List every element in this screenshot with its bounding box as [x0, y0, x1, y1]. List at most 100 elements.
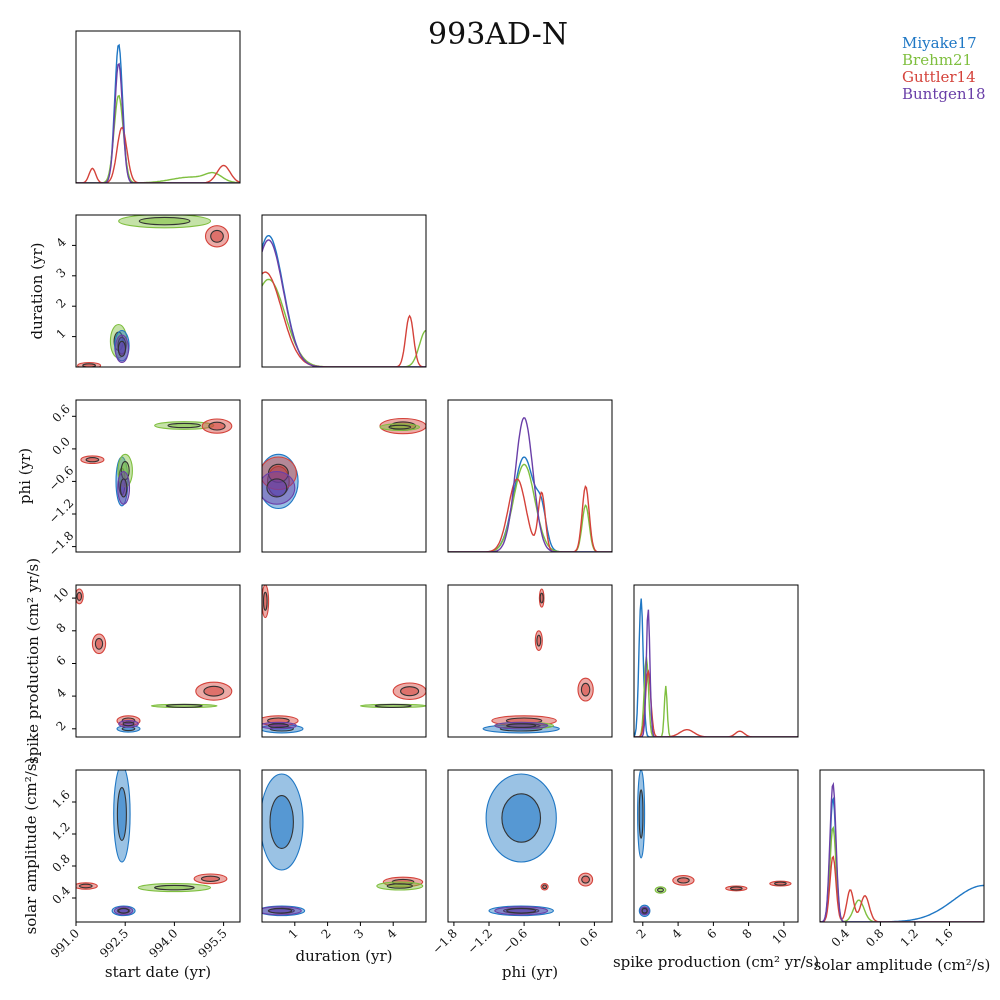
- legend-entry-brehm21: Brehm21: [902, 51, 972, 69]
- marginal-curve-guttler14: [262, 271, 426, 367]
- panel-frame-3-3: [633, 584, 799, 738]
- contour-region-buntgen18-inner: [641, 908, 648, 914]
- y-tick-label-solar: 0.4: [49, 883, 73, 907]
- x-tick-label-phi: −1.8: [430, 926, 461, 957]
- contour-region-guttler14-inner: [85, 457, 100, 463]
- y-tick-label-spike: 6: [54, 653, 69, 668]
- panel-frame-4-0: [75, 769, 241, 923]
- panel-frame-2-0: [75, 399, 241, 553]
- marginal-curve-miyake17: [262, 235, 426, 367]
- marginal-curve-buntgen18: [634, 609, 798, 737]
- x-tick-label-spike: 8: [739, 926, 754, 941]
- contour-duration-spike: [262, 585, 426, 734]
- marginal-curve-guttler14: [76, 126, 240, 183]
- legend-entry-guttler14: Guttler14: [902, 68, 976, 86]
- y-tick-label-phi: −1.2: [46, 496, 77, 527]
- x-tick-label-duration: 2: [318, 926, 333, 941]
- marginal-curve-buntgen18: [262, 239, 426, 367]
- legend-entry-buntgen18: Buntgen18: [902, 85, 986, 103]
- marginal-curve-brehm21: [448, 463, 612, 552]
- panel-frame-4-3: [633, 769, 799, 923]
- y-tick-label-duration: 4: [54, 235, 70, 251]
- panel-frame-4-2: [447, 769, 613, 923]
- x-axis-label-duration: duration (yr): [295, 947, 392, 965]
- contour-region-buntgen18-inner: [267, 908, 293, 914]
- contour-region-guttler14-inner: [78, 883, 93, 889]
- marginal-curve-buntgen18: [76, 62, 240, 183]
- x-tick-label-phi: 0.6: [577, 926, 600, 949]
- marginal-curve-brehm21: [820, 825, 984, 922]
- y-tick-label-phi: −0.6: [46, 463, 77, 494]
- contour-region-buntgen18-inner: [119, 478, 128, 498]
- contour-region-guttler14-inner: [210, 229, 224, 243]
- x-tick-label-start: 994.0: [146, 926, 180, 960]
- x-tick-label-spike: 2: [634, 926, 649, 941]
- contour-region-buntgen18-inner: [506, 723, 537, 728]
- contour-start-spike: [76, 588, 233, 733]
- y-tick-label-phi: −1.8: [46, 529, 77, 560]
- marginal-curve-miyake17: [448, 456, 612, 552]
- x-tick-label-start: 992.5: [97, 926, 131, 960]
- contour-region-buntgen18-inner: [266, 478, 288, 498]
- marginal-solar: [820, 781, 984, 922]
- contour-region-miyake17-inner: [116, 787, 127, 841]
- marginal-curve-guttler14: [634, 669, 798, 737]
- panel-frame-3-2: [447, 584, 613, 738]
- marginal-spike: [634, 598, 798, 737]
- y-axis-label-solar: solar amplitude (cm²/s): [22, 758, 40, 935]
- y-tick-label-spike: 4: [54, 685, 70, 701]
- contour-region-brehm21-inner: [388, 424, 412, 430]
- y-tick-label-solar: 1.6: [49, 787, 72, 810]
- contour-region-guttler14-inner: [677, 877, 690, 884]
- x-tick-label-duration: 4: [384, 926, 400, 942]
- x-tick-label-solar: 0.8: [863, 926, 886, 949]
- contour-region-guttler14-inner: [400, 686, 420, 697]
- contour-region-buntgen18-inner: [122, 721, 135, 727]
- contour-region-brehm21-inner: [165, 703, 203, 708]
- panel-frame-4-4: [819, 769, 985, 923]
- y-tick-label-duration: 1: [54, 326, 69, 341]
- contour-phi-solar: [485, 773, 594, 917]
- x-tick-label-spike: 10: [769, 926, 790, 947]
- contour-region-guttler14-inner: [774, 881, 787, 886]
- marginal-curve-miyake17: [634, 598, 798, 737]
- contour-region-miyake17-inner: [269, 795, 294, 849]
- x-axis-label-phi: phi (yr): [502, 963, 558, 981]
- x-tick-label-solar: 1.2: [898, 926, 921, 949]
- contour-region-brehm21-inner: [138, 216, 191, 226]
- panel-frame-0-0: [75, 30, 241, 184]
- y-tick-label-spike: 2: [54, 718, 69, 733]
- contour-duration-phi: [262, 417, 426, 510]
- contour-region-guttler14-inner: [542, 884, 548, 890]
- legend-entry-miyake17: Miyake17: [902, 34, 977, 52]
- marginal-duration: [262, 235, 426, 367]
- y-axis-label-spike: spike production (cm² yr/s): [24, 558, 42, 764]
- contour-region-guttler14-inner: [729, 886, 743, 891]
- chart-title: 993AD-N: [428, 17, 568, 52]
- marginal-phi: [448, 416, 612, 552]
- contour-region-buntgen18-inner: [117, 340, 127, 357]
- x-tick-label-duration: 1: [286, 926, 301, 941]
- marginal-curve-brehm21: [634, 656, 798, 737]
- panel-frame-1-1: [261, 214, 427, 368]
- marginal-curve-miyake17: [820, 796, 984, 922]
- marginal-curve-brehm21: [76, 94, 240, 183]
- contour-region-brehm21-inner: [657, 887, 664, 893]
- x-tick-label-solar: 1.6: [932, 926, 955, 949]
- x-axis-label-start: start date (yr): [105, 963, 211, 981]
- x-tick-label-phi: −1.2: [465, 926, 496, 957]
- marginal-curve-guttler14: [448, 478, 612, 552]
- y-tick-label-spike: 8: [54, 620, 69, 635]
- contour-region-miyake17-inner: [638, 789, 644, 839]
- contour-region-guttler14-inner: [76, 591, 83, 601]
- y-axis-label-phi: phi (yr): [16, 448, 34, 504]
- marginal-curve-buntgen18: [820, 781, 984, 922]
- contour-spike-solar: [637, 770, 792, 917]
- marginal-curve-brehm21: [262, 278, 426, 367]
- contour-region-buntgen18-inner: [117, 908, 130, 914]
- contour-phi-spike: [482, 588, 594, 734]
- panel-frame-2-1: [261, 399, 427, 553]
- contour-region-guttler14-inner: [539, 592, 544, 604]
- contour-region-guttler14-inner: [200, 875, 221, 882]
